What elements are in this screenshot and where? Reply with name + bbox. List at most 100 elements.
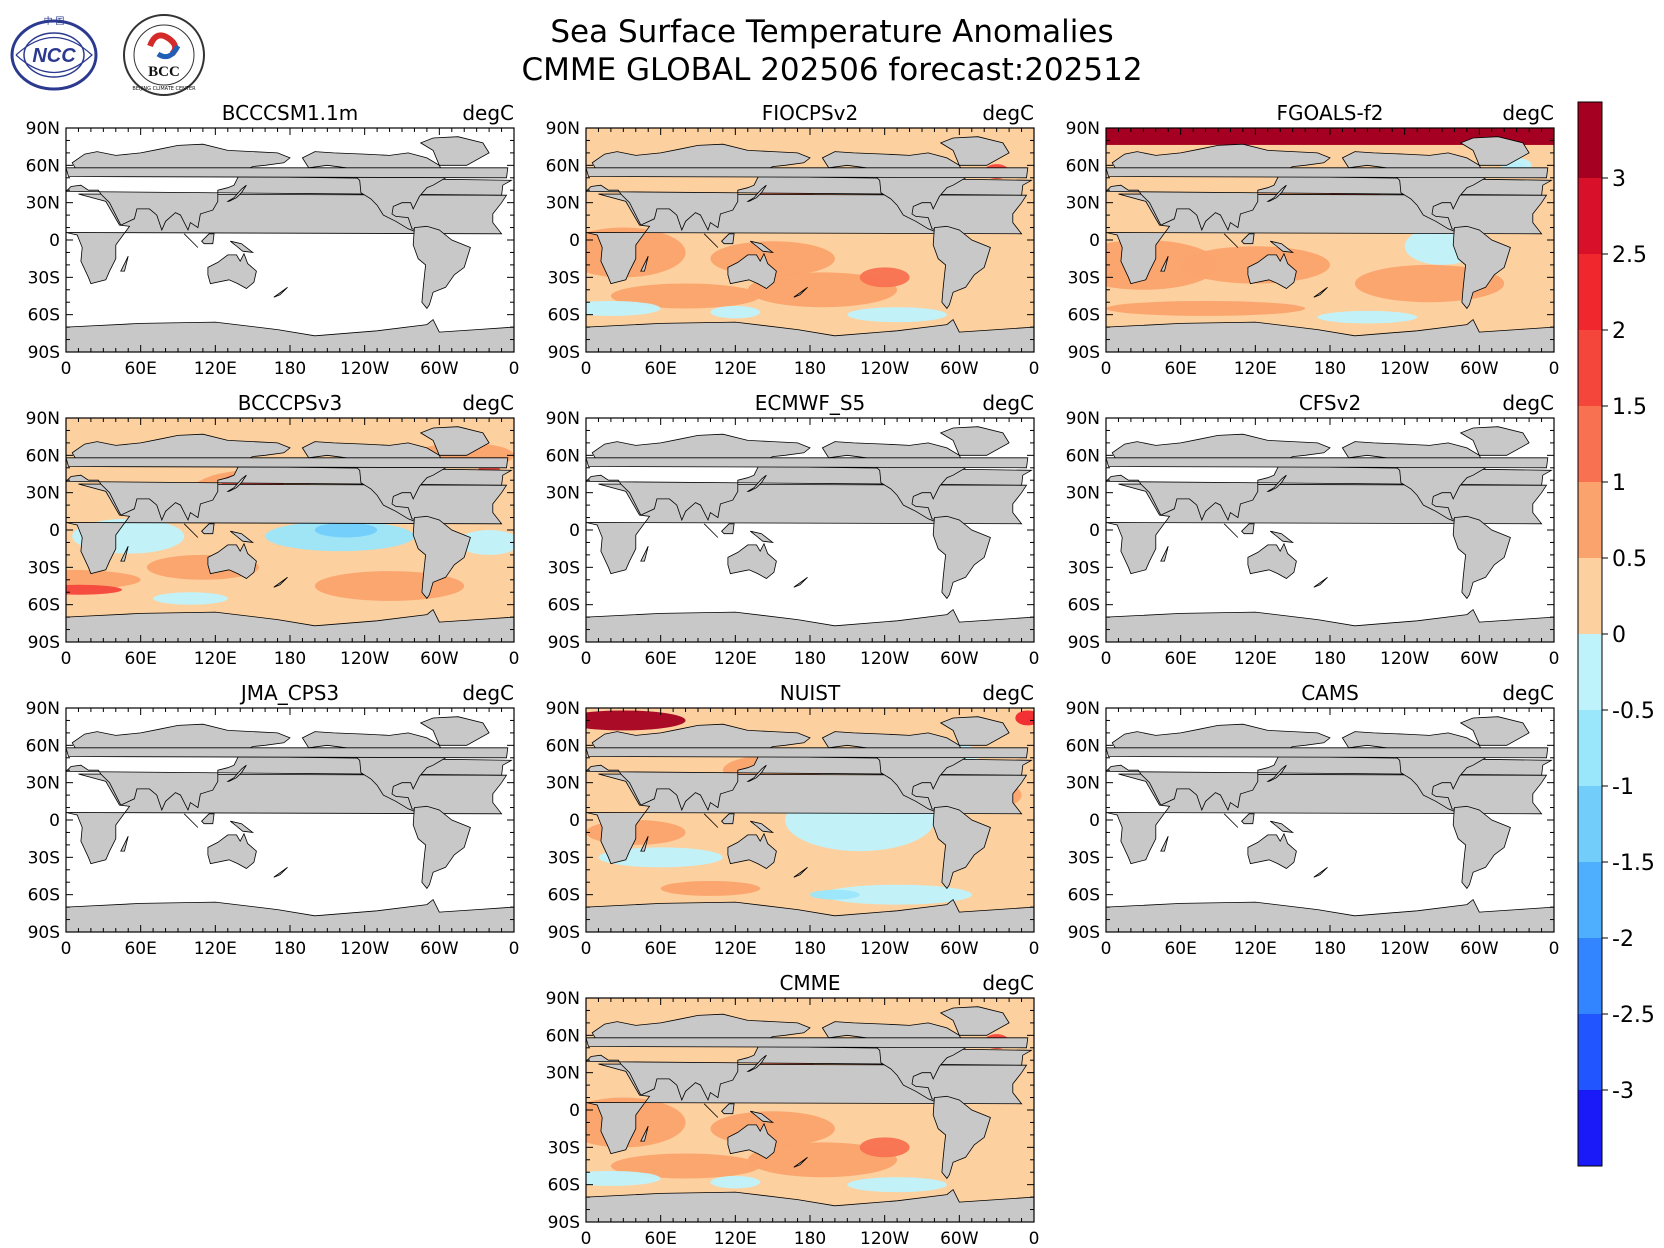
land-shape — [750, 1110, 775, 1123]
land-shape — [66, 143, 513, 232]
lon-tick-label: 0 — [1029, 939, 1040, 959]
lat-tick-label: 90N — [546, 119, 580, 139]
lat-tick-label: 60N — [546, 1026, 580, 1046]
lon-tick-label: 60W — [1460, 939, 1499, 959]
lon-tick-label: 0 — [581, 939, 592, 959]
land-shape — [1270, 530, 1295, 543]
panel-unit: degC — [982, 101, 1034, 125]
colorbar-swatch — [1578, 102, 1602, 179]
lon-tick-label: 120W — [860, 939, 909, 959]
land-shape — [201, 233, 215, 245]
land-shape — [586, 898, 1034, 932]
lat-tick-label: 90N — [546, 989, 580, 1009]
lon-tick-label: 180 — [274, 939, 306, 959]
land-shape — [419, 716, 490, 746]
land-shape — [66, 457, 509, 469]
land-shape — [939, 716, 1010, 746]
land-shape — [727, 542, 777, 579]
lon-tick-label: 0 — [581, 359, 592, 379]
lat-tick-label: 60N — [26, 736, 60, 756]
land-shape — [746, 764, 767, 782]
land-shape — [1106, 898, 1554, 932]
lat-tick-label: 90N — [1066, 409, 1100, 429]
land-shape — [746, 184, 767, 202]
lat-tick-label: 60S — [548, 1176, 580, 1196]
lat-tick-label: 30N — [1066, 774, 1100, 794]
colorbar-tick-label: 2.5 — [1612, 243, 1647, 268]
land-shape — [1223, 233, 1239, 248]
lat-tick-label: 90S — [548, 923, 580, 943]
land-shape — [727, 252, 777, 289]
lon-tick-label: 0 — [1549, 939, 1560, 959]
panel-title: CMME — [779, 971, 840, 995]
land-shape — [932, 805, 991, 890]
lon-tick-label: 120E — [714, 939, 757, 959]
lon-tick-label: 0 — [1549, 359, 1560, 379]
land-shape — [727, 1122, 777, 1159]
land-shape — [586, 318, 1034, 352]
panel-unit: degC — [462, 391, 514, 415]
lat-tick-label: 30N — [1066, 194, 1100, 214]
land-shape — [120, 836, 129, 852]
land-shape — [746, 1054, 767, 1072]
lon-tick-label: 60E — [1164, 359, 1196, 379]
lat-tick-label: 30S — [28, 848, 60, 868]
panel-unit: degC — [982, 391, 1034, 415]
lat-tick-label: 60N — [546, 156, 580, 176]
lon-tick-label: 180 — [794, 1229, 826, 1248]
lon-tick-label: 120E — [714, 359, 757, 379]
lon-tick-label: 60E — [124, 939, 156, 959]
land-shape — [1266, 184, 1287, 202]
lon-tick-label: 120W — [860, 359, 909, 379]
lon-tick-label: 120W — [1380, 649, 1429, 669]
lon-tick-label: 180 — [274, 649, 306, 669]
lat-tick-label: 30N — [1066, 484, 1100, 504]
figure-subtitle: CMME GLOBAL 202506 forecast:202512 — [521, 52, 1143, 88]
colorbar-swatch — [1578, 1090, 1602, 1167]
panel-unit: degC — [982, 681, 1034, 705]
land-shape — [746, 474, 767, 492]
colorbar-tick-label: -0.5 — [1612, 699, 1655, 724]
colorbar-swatch — [1578, 330, 1602, 407]
lon-tick-label: 60E — [644, 939, 676, 959]
lon-tick-label: 120W — [340, 359, 389, 379]
colorbar-tick-label: 2 — [1612, 319, 1626, 344]
colorbar-swatch — [1578, 178, 1602, 255]
lon-tick-label: 60W — [1460, 649, 1499, 669]
lon-tick-label: 120E — [194, 649, 237, 669]
lon-tick-label: 120E — [194, 939, 237, 959]
lat-tick-label: 60S — [28, 306, 60, 326]
map-area — [1106, 418, 1554, 642]
colorbar-tick-label: 1.5 — [1612, 395, 1647, 420]
land-shape — [1452, 515, 1511, 600]
map-area — [66, 418, 514, 642]
lon-tick-label: 0 — [61, 939, 72, 959]
land-shape — [932, 225, 991, 310]
colorbar-tick-label: -3 — [1612, 1079, 1634, 1104]
land-shape — [183, 233, 199, 248]
land-shape — [201, 523, 215, 535]
land-shape — [1266, 764, 1287, 782]
land-shape — [1452, 225, 1511, 310]
land-shape — [939, 426, 1010, 456]
land-shape — [1106, 457, 1549, 469]
land-shape — [66, 723, 513, 812]
colorbar-swatch — [1578, 254, 1602, 331]
lon-tick-label: 180 — [794, 939, 826, 959]
lon-tick-label: 60W — [1460, 359, 1499, 379]
lat-tick-label: 60S — [1068, 886, 1100, 906]
land-shape — [226, 764, 247, 782]
land-shape — [120, 546, 129, 562]
land-shape — [230, 530, 255, 543]
lon-tick-label: 60W — [940, 939, 979, 959]
land-shape — [1106, 723, 1553, 812]
colorbar-tick-label: -2.5 — [1612, 1003, 1655, 1028]
lat-tick-label: 30S — [28, 268, 60, 288]
land-shape — [419, 136, 490, 166]
bcc-logo: BCC BEIJING CLIMATE CENTER — [123, 14, 205, 96]
